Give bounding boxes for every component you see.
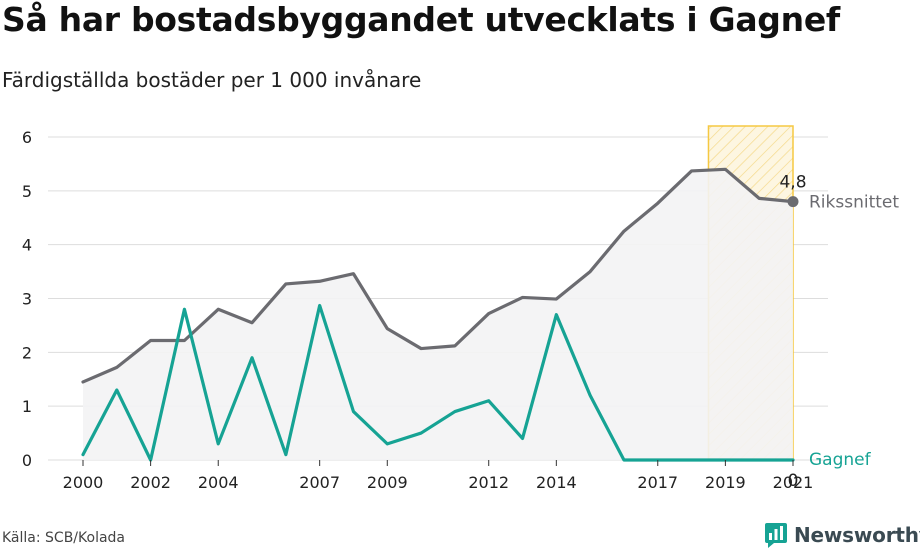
- y-tick-label: 5: [22, 182, 32, 201]
- series-line-gagnef: [81, 303, 795, 462]
- y-tick-label: 1: [22, 397, 32, 416]
- end-value-gagnef: 0: [788, 471, 799, 491]
- series-label-gagnef: Gagnef: [809, 450, 872, 470]
- national-area: [83, 169, 793, 461]
- y-tick-label: 2: [22, 343, 32, 362]
- brand[interactable]: Newsworthy: [764, 520, 920, 550]
- chart-subtitle: Färdigställda bostäder per 1 000 invånar…: [2, 68, 422, 92]
- y-tick-label: 0: [22, 451, 32, 470]
- y-tick-label: 4: [22, 236, 32, 255]
- x-tick-label: 2009: [367, 473, 408, 492]
- x-tick-label: 2002: [130, 473, 171, 492]
- source-note: Källa: SCB/Kolada: [2, 530, 126, 546]
- brand-name: Newsworthy: [794, 523, 920, 547]
- x-tick-label: 2014: [536, 473, 577, 492]
- x-axis-ticks: 2000 2002 2004 2007 2009 2012 2014 2017 2019 2021: [63, 460, 814, 492]
- x-tick-label: 2017: [637, 473, 678, 492]
- x-tick-label: 2019: [705, 473, 746, 492]
- x-tick-label: 2021: [773, 473, 814, 492]
- area-fill: [83, 169, 793, 461]
- endpoint-rikssnittet: [787, 196, 799, 208]
- x-tick-label: 2004: [198, 473, 239, 492]
- series-lines: [81, 167, 795, 462]
- newsworthy-logo-icon: [765, 523, 787, 548]
- chart-title: Så har bostadsbyggandet utvecklats i Gag…: [2, 0, 840, 39]
- x-tick-label: 2007: [299, 473, 340, 492]
- y-tick-label: 3: [22, 290, 32, 309]
- y-tick-label: 6: [22, 128, 32, 147]
- end-value-rikssnittet: 4,8: [779, 173, 806, 193]
- series-label-rikssnittet: Rikssnittet: [809, 193, 899, 213]
- x-tick-label: 2012: [468, 473, 509, 492]
- series-line-rikssnittet: [81, 167, 795, 384]
- y-axis-ticks: 0 1 2 3 4 5 6: [22, 128, 32, 470]
- x-tick-label: 2000: [63, 473, 104, 492]
